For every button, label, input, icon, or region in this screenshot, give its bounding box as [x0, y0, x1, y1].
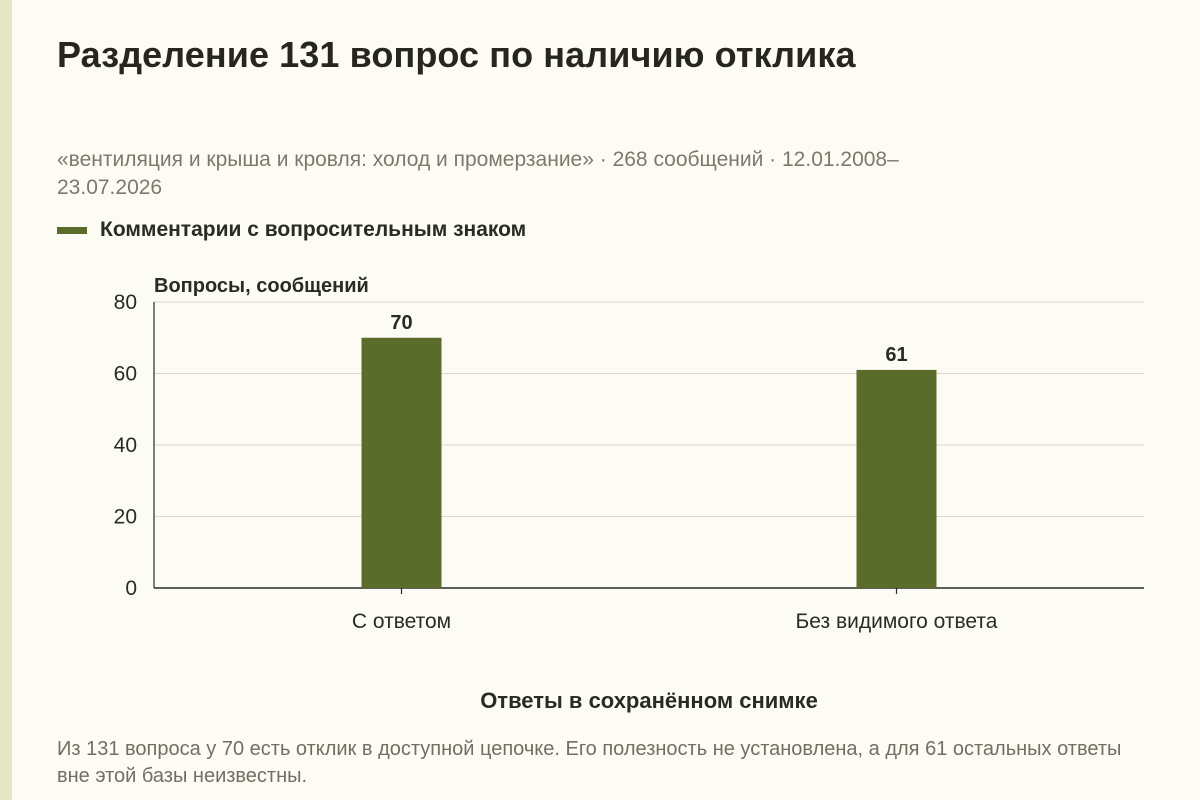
bar-value-label: 61 [885, 344, 907, 366]
legend-swatch [57, 226, 87, 234]
y-tick-label: 0 [125, 577, 137, 600]
legend-label: Комментарии с вопросительным знаком [100, 218, 527, 241]
y-tick-label: 20 [114, 506, 137, 529]
y-axis-label: Вопросы, сообщений [154, 275, 369, 297]
legend: Комментарии с вопросительным знаком [57, 218, 526, 242]
chart-title: Разделение 131 вопрос по наличию отклика [57, 34, 856, 75]
y-tick-label: 60 [114, 363, 137, 386]
x-category-label: С ответом [352, 610, 451, 633]
x-axis-label: Ответы в сохранённом снимке [480, 688, 818, 713]
bar [361, 337, 442, 588]
chart-subtitle: «вентиляция и крыша и кровля: холод и пр… [57, 148, 899, 199]
y-tick-label: 80 [114, 291, 137, 314]
y-tick-label: 40 [114, 434, 137, 457]
x-category-label: Без видимого ответа [796, 610, 998, 633]
bar-value-label: 70 [390, 312, 412, 334]
footnote: Из 131 вопроса у 70 есть отклик в доступ… [57, 738, 1122, 787]
side-accent-strip [0, 0, 12, 800]
bar [856, 369, 937, 588]
